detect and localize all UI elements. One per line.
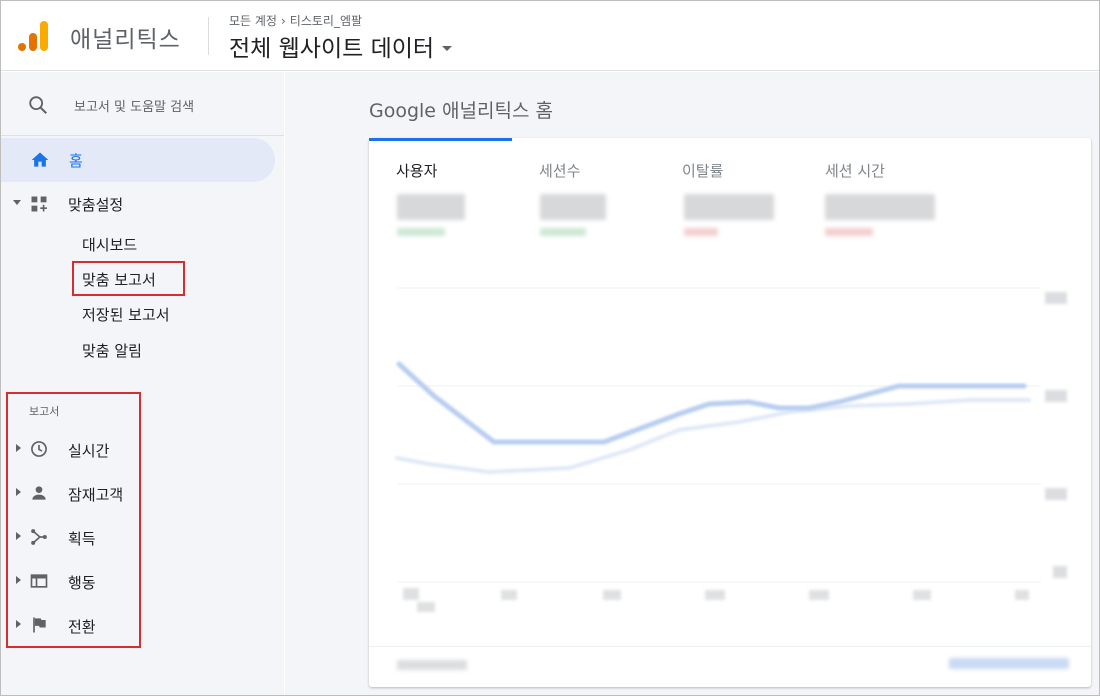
- flag-icon: [33, 617, 46, 633]
- metric-tab-session-duration[interactable]: 세션 시간: [825, 160, 965, 181]
- sidebar-item-label: 획득: [68, 530, 96, 548]
- view-title: 전체 웹사이트 데이터: [229, 36, 435, 62]
- breadcrumb-root[interactable]: 모든 계정: [229, 14, 277, 28]
- metric-label: 세션 시간: [825, 162, 885, 180]
- app-name: 애널리틱스: [70, 27, 181, 53]
- active-tab-indicator: [369, 138, 512, 141]
- expand-right-icon: [16, 532, 21, 540]
- analytics-logo-icon[interactable]: [17, 19, 49, 53]
- sidebar-item-label: 홈: [69, 152, 83, 170]
- sidebar-item-custom-reports[interactable]: 맞춤 보고서: [82, 271, 156, 289]
- metric-tab-sessions[interactable]: 세션수: [539, 160, 679, 181]
- search-input[interactable]: 보고서 및 도움말 검색: [74, 100, 195, 115]
- sidebar-item-acquisition[interactable]: 획득: [1, 520, 284, 554]
- redacted-value: [825, 194, 935, 220]
- app-header: 애널리틱스 모든 계정 › 티스토리_엠팔 전체 웹사이트 데이터: [1, 1, 1099, 71]
- clock-icon: [31, 441, 47, 457]
- sidebar-item-audience[interactable]: 잠재고객: [1, 476, 284, 510]
- y-axis-labels: [1045, 292, 1067, 578]
- home-icon: [31, 152, 49, 167]
- sidebar-item-label: 잠재고객: [68, 486, 124, 504]
- redacted-change: [825, 228, 873, 236]
- redacted-change: [684, 228, 718, 236]
- users-trend-chart[interactable]: [369, 278, 1091, 618]
- previous-period-line: [395, 398, 1031, 475]
- dashboard-add-icon: [31, 196, 47, 212]
- redacted-report-link[interactable]: [949, 658, 1069, 669]
- search-icon: [29, 96, 47, 114]
- expand-right-icon: [16, 488, 21, 496]
- acquisition-icon: [31, 529, 47, 545]
- breadcrumb-account[interactable]: 티스토리_엠팔: [289, 14, 363, 28]
- sidebar: 보고서 및 도움말 검색 홈 맞춤설정 대시보드 맞춤 보고서 저장된 보고서 …: [1, 72, 284, 695]
- sidebar-item-label: 맞춤설정: [68, 196, 124, 214]
- reports-section-label: 보고서: [29, 405, 60, 418]
- sidebar-item-home[interactable]: 홈: [1, 138, 275, 182]
- redacted-date-range-selector[interactable]: [397, 660, 467, 670]
- person-icon: [32, 486, 46, 500]
- sidebar-item-label: 전환: [68, 618, 96, 636]
- sidebar-item-conversions[interactable]: 전환: [1, 608, 284, 642]
- sidebar-item-saved-reports[interactable]: 저장된 보고서: [82, 306, 170, 324]
- expand-right-icon: [16, 444, 21, 452]
- redacted-value: [684, 194, 774, 220]
- redacted-value: [397, 194, 465, 220]
- redacted-value: [540, 194, 606, 220]
- metric-tab-users[interactable]: 사용자: [396, 160, 536, 181]
- chart-gridlines: [397, 287, 1041, 583]
- highlight-box-reports: [6, 392, 141, 648]
- metric-label: 세션수: [539, 162, 581, 180]
- expand-right-icon: [16, 620, 21, 628]
- breadcrumb[interactable]: 모든 계정 › 티스토리_엠팔: [229, 12, 362, 29]
- main-content: Google 애널리틱스 홈 사용자 세션수 이탈률 세션 시간: [285, 72, 1099, 695]
- redacted-change: [397, 228, 445, 236]
- overview-card: 사용자 세션수 이탈률 세션 시간: [369, 138, 1091, 687]
- sidebar-item-label: 행동: [68, 574, 96, 592]
- redacted-change: [540, 228, 586, 236]
- sidebar-item-realtime[interactable]: 실시간: [1, 432, 284, 466]
- sidebar-item-customization[interactable]: 맞춤설정: [1, 186, 284, 220]
- sidebar-item-label: 실시간: [68, 442, 110, 460]
- caret-down-icon: [442, 45, 453, 51]
- x-axis-labels: [403, 588, 1029, 612]
- metric-label: 사용자: [396, 162, 438, 180]
- sidebar-item-behavior[interactable]: 행동: [1, 564, 284, 598]
- card-footer-divider: [369, 646, 1091, 647]
- view-selector[interactable]: 전체 웹사이트 데이터: [229, 29, 453, 63]
- sidebar-search[interactable]: 보고서 및 도움말 검색: [1, 72, 284, 136]
- page-title: Google 애널리틱스 홈: [369, 100, 553, 122]
- expand-down-icon: [13, 200, 21, 205]
- metric-label: 이탈률: [682, 162, 724, 180]
- behavior-icon: [30, 574, 48, 588]
- current-period-line: [396, 361, 1027, 445]
- header-divider: [208, 17, 209, 55]
- highlight-box-custom-reports: [72, 261, 185, 296]
- expand-right-icon: [16, 576, 21, 584]
- sidebar-item-dashboards[interactable]: 대시보드: [82, 236, 138, 254]
- metric-tab-bounce-rate[interactable]: 이탈률: [682, 160, 822, 181]
- sidebar-item-custom-alerts[interactable]: 맞춤 알림: [82, 342, 142, 360]
- breadcrumb-separator: ›: [280, 13, 286, 28]
